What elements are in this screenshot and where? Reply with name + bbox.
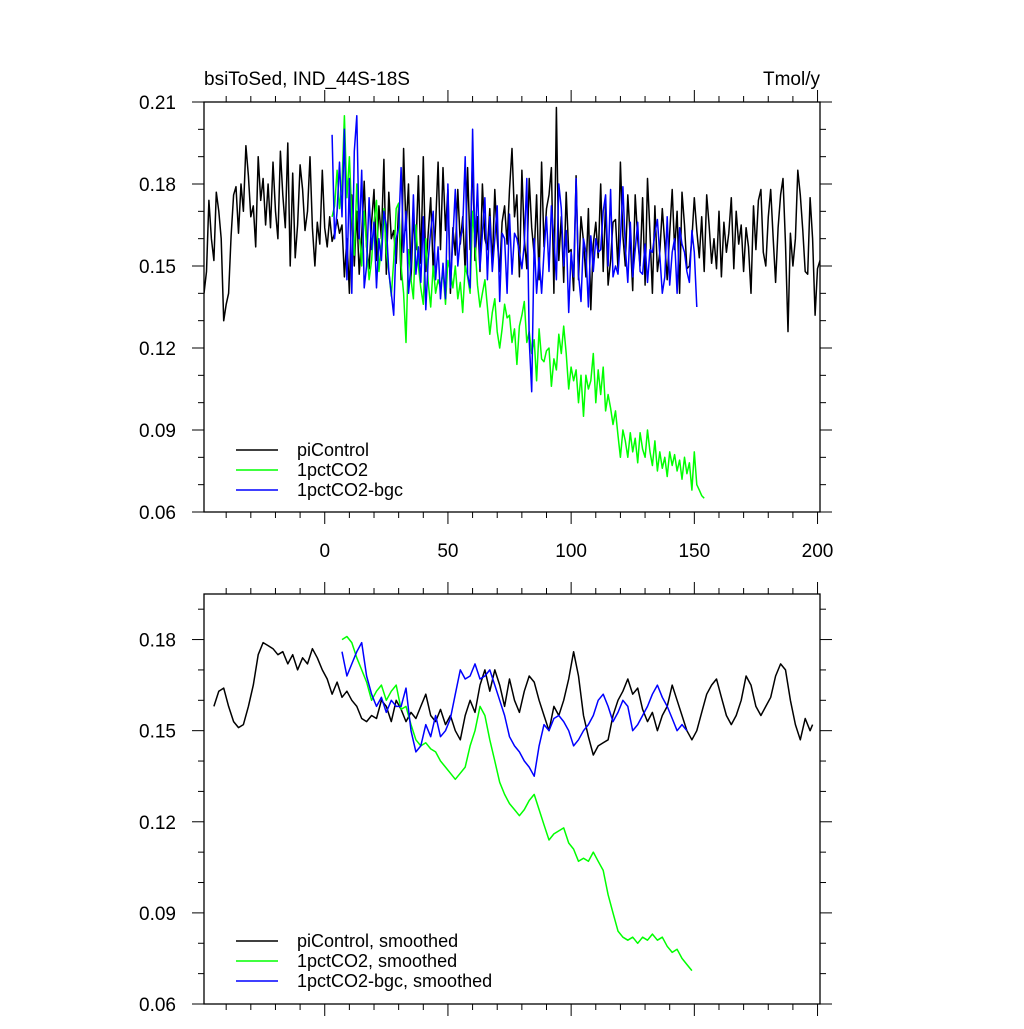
y-tick-label: 0.15 [139, 722, 176, 743]
top-chart-units: Tmol/y [763, 69, 821, 90]
x-tick-label: 100 [555, 541, 587, 562]
legend-label: 1pctCO2, smoothed [297, 951, 457, 971]
legend-label: 1pctCO2-bgc, smoothed [297, 971, 492, 991]
y-tick-label: 0.18 [139, 175, 176, 196]
x-tick-label: 0 [319, 541, 330, 562]
top-panel: 0.06 0.09 0.12 0.15 0.18 0.21 0 50 100 150 200 piCo… [139, 90, 833, 562]
legend-label: 1pctCO2 [297, 460, 368, 480]
y-tick-label: 0.15 [139, 257, 176, 278]
y-tick-label: 0.06 [139, 995, 176, 1016]
legend-label: piControl [297, 440, 369, 460]
series-line-1pctco2-bgc-smoothed [341, 641, 688, 777]
plot-frame [203, 101, 821, 513]
y-tick-label: 0.12 [139, 813, 176, 834]
x-tick-label: 200 [802, 541, 834, 562]
y-tick-label: 0.09 [139, 904, 176, 925]
series-line-picontrol-smoothed [213, 641, 814, 756]
y-tick-label: 0.12 [139, 339, 176, 360]
y-tick-label: 0.09 [139, 421, 176, 442]
x-tick-label: 50 [437, 541, 458, 562]
series-line-1pctco2-smoothed [341, 635, 693, 972]
top-chart-title: bsiToSed, IND_44S-18S [204, 69, 410, 90]
legend-label: 1pctCO2-bgc [297, 480, 403, 500]
y-tick-label: 0.18 [139, 631, 176, 652]
series-line-1pctco2-bgc [331, 114, 698, 393]
x-tick-label: 150 [678, 541, 710, 562]
series-line-picontrol [204, 106, 820, 333]
y-tick-label: 0.06 [139, 503, 176, 524]
y-tick-label: 0.21 [139, 93, 176, 114]
plot-frame [203, 593, 821, 1005]
legend-label: piControl, smoothed [297, 931, 458, 951]
series-line-1pctco2 [331, 114, 705, 499]
